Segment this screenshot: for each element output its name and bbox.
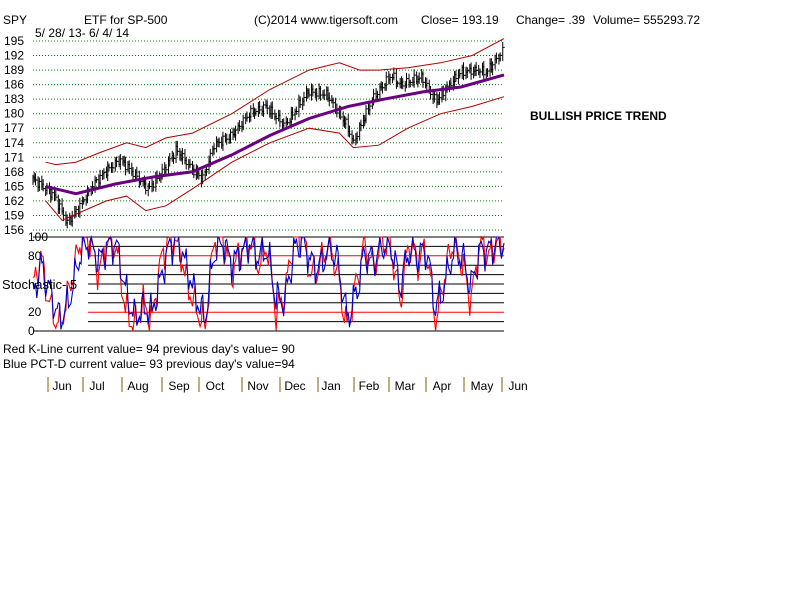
pct-d-line (32, 234, 505, 330)
price-tick-label: 174 (4, 136, 24, 150)
symbol-label: SPY (3, 13, 28, 27)
close-value: Close= 193.19 (421, 13, 499, 27)
month-label: Jan (321, 379, 340, 393)
stochastic-tick-label: 100 (28, 230, 48, 244)
price-tick-label: 180 (4, 107, 24, 121)
upper-band-line (45, 38, 505, 166)
stochastic-tick-label: 20 (28, 305, 42, 319)
price-tick-label: 162 (4, 194, 24, 208)
copyright-text: (C)2014 www.tigersoft.com (254, 13, 399, 27)
price-tick-label: 171 (4, 150, 24, 164)
price-tick-label: 156 (4, 223, 24, 237)
moving-average-line (45, 73, 505, 196)
price-tick-label: 192 (4, 49, 24, 63)
price-tick-label: 165 (4, 179, 24, 193)
price-tick-label: 189 (4, 63, 24, 77)
price-tick-label: 177 (4, 121, 24, 135)
month-label: Apr (433, 379, 452, 393)
price-tick-label: 183 (4, 92, 24, 106)
month-label: Aug (127, 379, 148, 393)
month-label: Jun (508, 379, 527, 393)
price-tick-label: 195 (4, 34, 24, 48)
change-value: Change= .39 (516, 13, 586, 27)
price-tick-label: 168 (4, 165, 24, 179)
k-line (32, 235, 505, 332)
month-label: Jul (89, 379, 104, 393)
month-label: Jun (52, 379, 71, 393)
stochastic-tick-label: 0 (28, 324, 35, 338)
price-tick-label: 186 (4, 78, 24, 92)
lower-band-line (45, 96, 505, 221)
trend-annotation: BULLISH PRICE TREND (530, 109, 667, 123)
month-label: Oct (206, 379, 225, 393)
month-label: Sep (168, 379, 190, 393)
month-label: May (471, 379, 494, 393)
month-label: Feb (359, 379, 380, 393)
month-label: Dec (284, 379, 305, 393)
stochastic-label: Stochastic- 5 (2, 277, 78, 292)
price-tick-label: 159 (4, 208, 24, 222)
month-label: Nov (247, 379, 268, 393)
volume-value: Volume= 555293.72 (593, 13, 701, 27)
month-label: Mar (395, 379, 416, 393)
instrument-name: ETF for SP-500 (84, 13, 168, 27)
stochastic-tick-label: 80 (28, 249, 42, 263)
pct-d-status: Blue PCT-D current value= 93 previous da… (3, 357, 295, 371)
k-line-status: Red K-Line current value= 94 previous da… (3, 342, 295, 356)
date-range: 5/ 28/ 13- 6/ 4/ 14 (35, 26, 130, 40)
